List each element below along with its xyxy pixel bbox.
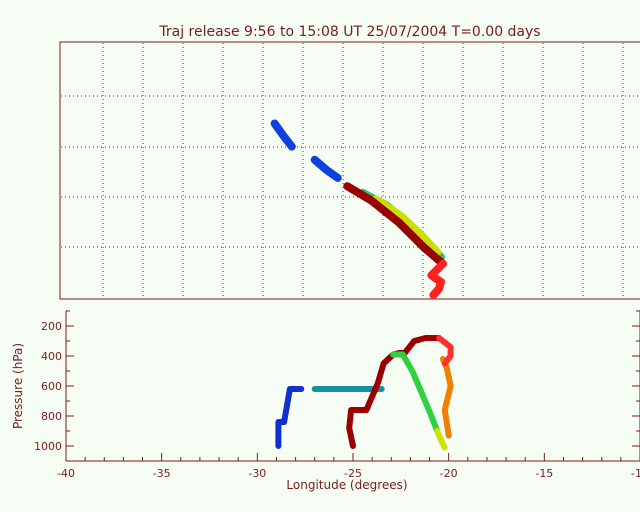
pressure-panel: 200 400 600 800 1000 -40 -35 -30 -25 -20 -15 -10 Lo… (11, 310, 640, 492)
map-trajectory-line (372, 195, 442, 257)
y-tick-label: 600 (41, 380, 62, 393)
chart-title: Traj release 9:56 to 15:08 UT 25/07/2004… (158, 24, 540, 40)
x-tick-label: -20 (440, 467, 458, 480)
map-trajectory-line (270, 119, 296, 151)
map-trajectories (270, 119, 447, 300)
x-tick-label: -15 (535, 467, 553, 480)
y-axis-label: Pressure (hPa) (11, 343, 25, 429)
y-tick-label: 1000 (34, 440, 62, 453)
map-panel (59, 41, 640, 300)
pressure-axes: 200 400 600 800 1000 -40 -35 -30 -25 -20 -15 -10 (34, 310, 640, 480)
map-trajectory-line (310, 155, 342, 182)
pressure-trajectories (275, 335, 454, 451)
map-frame (59, 41, 640, 300)
map-trajectory-line (427, 259, 447, 300)
y-tick-label: 200 (41, 320, 62, 333)
x-tick-label: -25 (344, 467, 362, 480)
x-tick-label: -10 (631, 467, 640, 480)
x-axis-label: Longitude (degrees) (286, 478, 407, 492)
x-tick-label: -35 (153, 467, 171, 480)
y-tick-label: 400 (41, 350, 62, 363)
map-grid (61, 43, 640, 298)
x-tick-label: -30 (248, 467, 266, 480)
y-tick-label: 800 (41, 410, 62, 423)
x-tick-label: -40 (57, 467, 75, 480)
pressure-trajectory-line (434, 428, 448, 451)
pressure-trajectory-line (346, 335, 443, 449)
pressure-trajectory-line (436, 335, 454, 367)
pressure-trajectory-line (275, 386, 305, 449)
map-trajectory-line (343, 182, 447, 268)
pressure-trajectory-line (390, 351, 441, 434)
